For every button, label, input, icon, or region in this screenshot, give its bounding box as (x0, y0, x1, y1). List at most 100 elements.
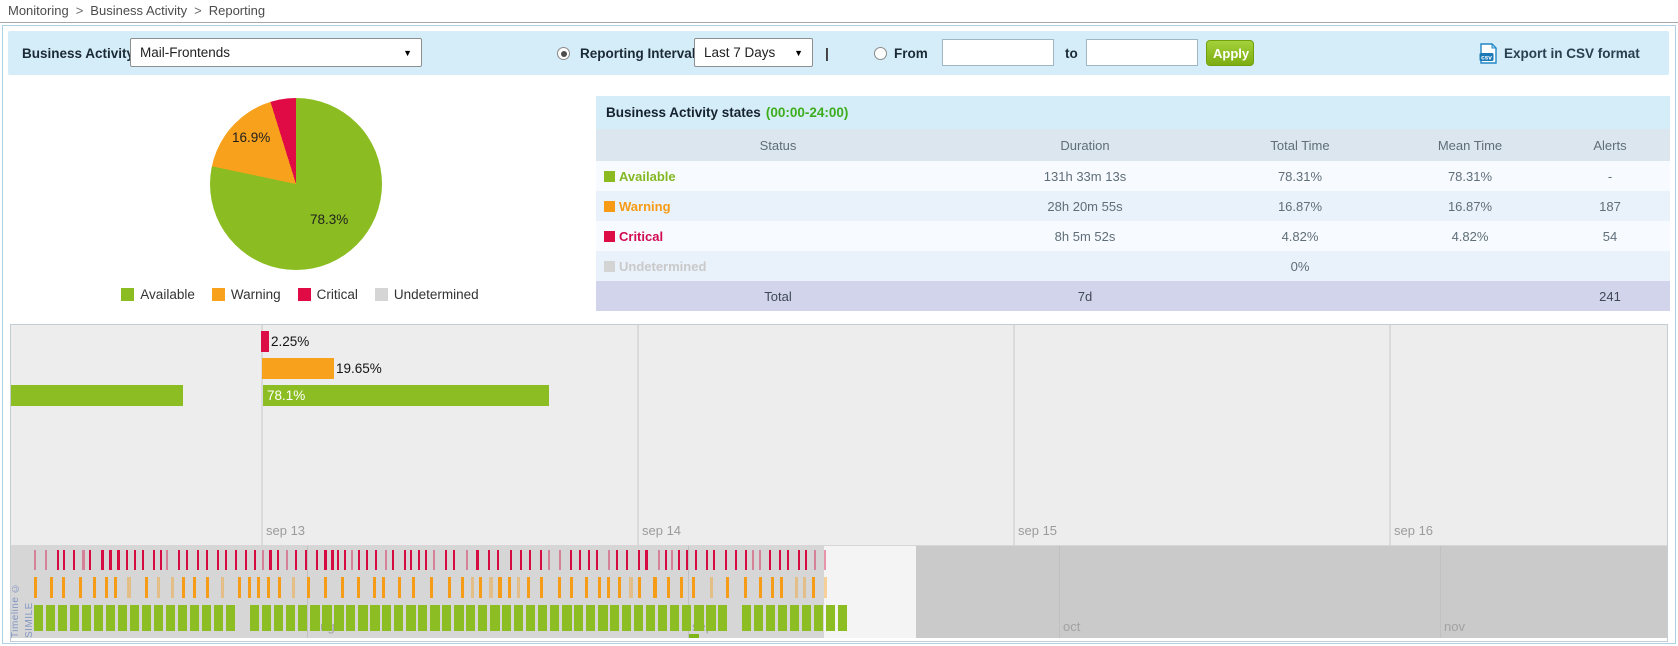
status-swatch (604, 200, 615, 212)
event-tick-critical (425, 550, 427, 570)
event-tick-critical (262, 550, 264, 570)
timeline-main-band[interactable]: sep 13 sep 14 sep 15 sep 16 2.25% 19.65% 78.1% (11, 325, 1667, 546)
legend-label: Critical (316, 287, 358, 302)
event-tick-critical (570, 550, 572, 570)
legend-label: Undetermined (393, 287, 479, 302)
event-tick-available (358, 605, 368, 631)
states-cell: 16.87% (1210, 191, 1390, 221)
export-csv-label: Export in CSV format (1504, 46, 1640, 61)
event-tick-available (154, 605, 163, 631)
legend-swatch (297, 288, 311, 301)
month-gridline (688, 546, 689, 638)
event-tick-warning (382, 577, 385, 598)
event-tick-available (382, 605, 391, 631)
breadcrumb-link[interactable]: Business Activity (90, 3, 188, 18)
event-tick-warning (157, 577, 160, 598)
event-tick-critical (337, 550, 339, 570)
legend-label: Available (140, 287, 195, 302)
status-label: Critical (619, 228, 664, 244)
breadcrumb-link[interactable]: Reporting (208, 3, 266, 18)
event-tick-warning (127, 577, 131, 598)
event-tick-available (190, 605, 199, 631)
legend-item: Warning (211, 287, 281, 302)
states-cell: 0% (1210, 251, 1390, 281)
event-tick-critical (497, 550, 499, 570)
interval-select[interactable]: Last 7 Days ▼ (694, 38, 813, 67)
event-tick-available (754, 605, 763, 631)
timeline-overview-band[interactable]: Timeline © SIMILE augsepoctnov (11, 546, 1667, 638)
event-tick-warning (324, 577, 327, 598)
event-tick-warning (278, 577, 281, 598)
business-activity-select[interactable]: Mail-Frontends ▼ (130, 38, 422, 67)
states-cell (1550, 251, 1670, 281)
from-date-input[interactable] (942, 39, 1054, 66)
event-tick-warning (471, 577, 474, 598)
event-tick-critical (366, 550, 368, 570)
breadcrumb-link[interactable]: Monitoring (8, 3, 69, 18)
event-tick-warning (182, 577, 185, 598)
event-tick-critical (254, 550, 256, 570)
states-cell: 4.82% (1210, 221, 1390, 251)
event-tick-available (346, 605, 355, 631)
event-tick-critical (82, 550, 85, 570)
event-tick-critical (713, 550, 715, 570)
overview-future-region (916, 546, 1667, 638)
event-tick-warning (238, 577, 241, 598)
event-tick-critical (735, 550, 737, 570)
event-tick-critical (217, 550, 219, 570)
event-tick-warning (171, 577, 174, 598)
event-tick-critical (126, 550, 128, 570)
event-tick-warning (558, 577, 561, 598)
event-tick-available (226, 605, 235, 631)
event-tick-warning (489, 577, 493, 598)
event-tick-available (406, 605, 416, 631)
breadcrumb-separator: > (75, 3, 84, 18)
states-table-grid: Status Duration Total Time Mean Time Alerts A… (596, 129, 1670, 311)
day-label: sep 13 (266, 523, 306, 538)
event-tick-critical (588, 550, 590, 570)
status-swatch (604, 170, 615, 182)
states-row-warning: Warning 28h 20m 55s 16.87% 16.87% 187 (596, 191, 1670, 221)
event-tick-warning (517, 577, 520, 598)
apply-button[interactable]: Apply (1206, 40, 1254, 66)
breadcrumb-separator: > (194, 3, 202, 18)
reporting-interval-radio[interactable] (557, 47, 570, 60)
states-cell: 8h 5m 52s (960, 221, 1210, 251)
event-tick-available (82, 605, 91, 631)
legend-swatch (211, 288, 225, 301)
from-label: From (894, 46, 928, 61)
event-tick-available (682, 605, 691, 631)
states-cell: - (1550, 161, 1670, 191)
event-tick-critical (745, 550, 747, 570)
states-cell: 131h 33m 13s (960, 161, 1210, 191)
event-tick-critical (89, 550, 91, 570)
event-tick-critical (404, 550, 406, 570)
event-tick-warning (803, 577, 806, 598)
event-tick-critical (548, 550, 550, 570)
states-column-header: Mean Time (1390, 129, 1550, 161)
bar-value-label: 78.1% (267, 388, 306, 403)
event-tick-critical (658, 550, 660, 570)
states-total-cell: 7d (960, 281, 1210, 311)
event-tick-critical (117, 550, 120, 570)
event-tick-critical (678, 550, 680, 570)
event-tick-critical (197, 550, 199, 570)
states-cell: 78.31% (1390, 161, 1550, 191)
event-tick-available (838, 605, 847, 631)
availability-pie-chart: 16.9% 78.3% (210, 98, 382, 270)
status-swatch (604, 260, 615, 272)
event-tick-critical (305, 550, 307, 570)
month-gridline (1059, 546, 1060, 638)
event-tick-available (106, 605, 115, 631)
event-tick-critical (186, 550, 188, 570)
export-csv-link[interactable]: csv Export in CSV format (1479, 43, 1640, 64)
event-tick-critical (277, 550, 279, 570)
event-tick-critical (453, 550, 455, 570)
event-tick-critical (160, 550, 162, 570)
event-tick-warning (221, 577, 224, 598)
status-label: Undetermined (619, 258, 707, 274)
to-date-input[interactable] (1086, 39, 1198, 66)
event-tick-critical (787, 550, 789, 570)
event-tick-critical (645, 550, 648, 570)
custom-range-radio[interactable] (874, 47, 887, 60)
